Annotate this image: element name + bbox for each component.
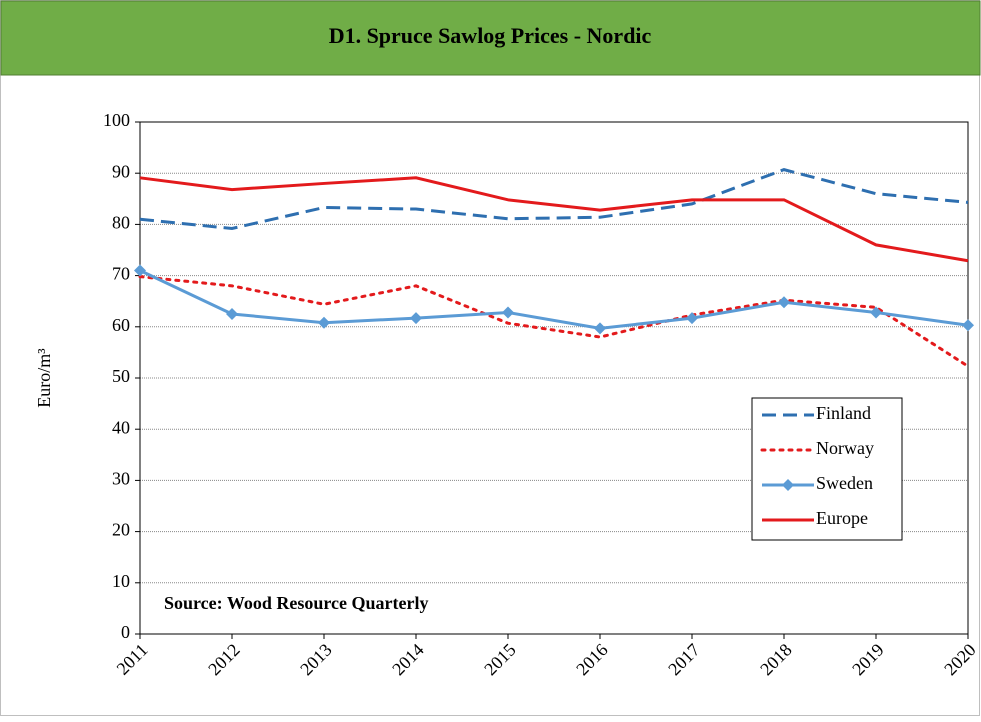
- marker: [778, 296, 790, 309]
- marker: [686, 312, 698, 325]
- plot-border: [139, 121, 969, 635]
- legend-label: Sweden: [816, 473, 873, 493]
- y-tick-label: 30: [112, 469, 130, 489]
- legend-label: Norway: [816, 438, 874, 458]
- y-tick-label: 10: [112, 571, 130, 591]
- marker: [594, 322, 606, 335]
- legend-label: Finland: [816, 403, 871, 423]
- y-tick-label: 90: [112, 161, 130, 181]
- header-bar: [0, 0, 981, 76]
- y-tick-label: 70: [112, 264, 130, 284]
- y-tick-label: 40: [112, 417, 130, 437]
- y-tick-label: 100: [103, 110, 130, 130]
- marker: [410, 312, 422, 325]
- marker: [134, 264, 146, 277]
- chart-title: D1. Spruce Sawlog Prices - Nordic: [329, 23, 652, 48]
- y-axis-label: Euro/m³: [34, 348, 54, 408]
- legend-marker: [782, 479, 794, 491]
- legend-box: [751, 397, 903, 541]
- legend-label: Europe: [816, 508, 868, 528]
- y-tick-label: 50: [112, 366, 130, 386]
- series-line: [139, 269, 969, 330]
- y-tick-label: 0: [121, 622, 130, 642]
- marker: [870, 306, 882, 319]
- annotation: Source: Wood Resource Quarterly: [164, 593, 428, 613]
- marker: [502, 306, 514, 319]
- y-tick-label: 20: [112, 520, 130, 540]
- y-tick-label: 80: [112, 213, 130, 233]
- marker: [226, 308, 238, 320]
- series-line: [138, 275, 970, 368]
- marker: [962, 319, 974, 332]
- y-tick-label: 60: [112, 315, 130, 335]
- series-line: [139, 176, 969, 263]
- marker: [318, 316, 330, 329]
- series-line: [139, 168, 969, 231]
